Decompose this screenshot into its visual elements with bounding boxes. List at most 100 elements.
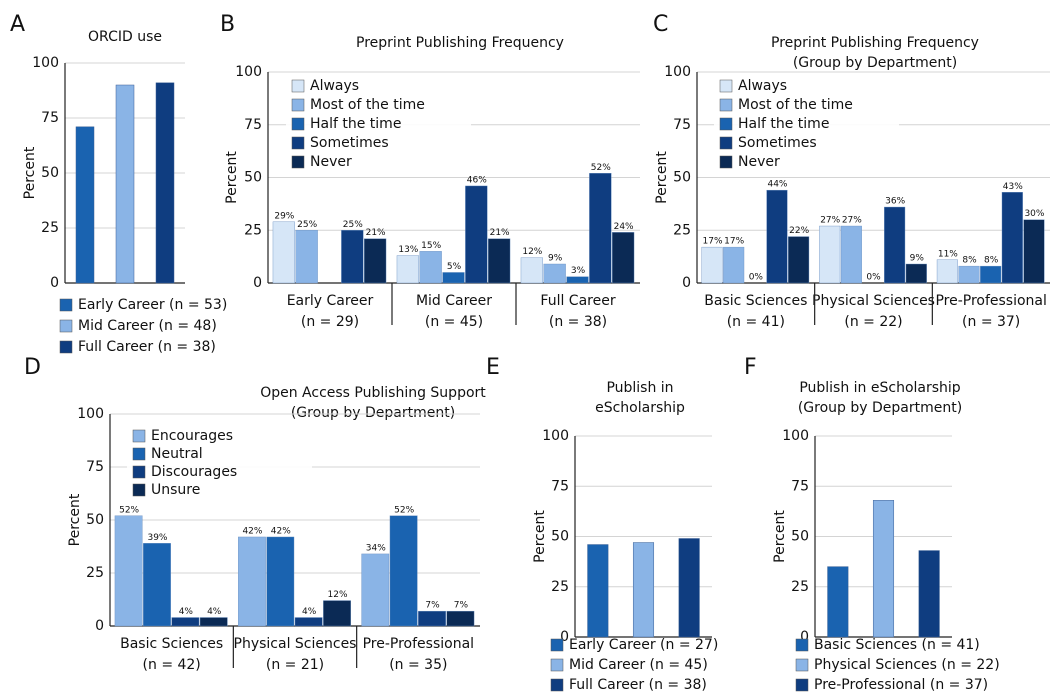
bar <box>272 221 295 284</box>
x-tick-label: (n = 38) <box>549 314 607 330</box>
y-tick-label: 0 <box>800 629 809 645</box>
bar <box>905 263 927 284</box>
legend-label: Half the time <box>310 116 401 132</box>
legend-label: Mid Career (n = 48) <box>78 318 217 334</box>
legend-label: Always <box>310 78 359 94</box>
y-axis-label: Percent <box>22 146 38 199</box>
legend-label: Early Career (n = 53) <box>78 297 227 313</box>
legend-label: Encourages <box>151 428 233 444</box>
legend-swatch <box>550 678 564 692</box>
bar <box>171 617 200 627</box>
x-tick-label: Early Career <box>287 293 374 309</box>
legend-swatch <box>719 155 733 169</box>
bar <box>75 126 95 284</box>
legend-swatch <box>59 340 73 354</box>
legend-swatch <box>132 483 146 497</box>
panel-letter: C <box>653 12 668 37</box>
bar <box>294 617 323 627</box>
value-label: 8% <box>962 256 977 266</box>
legend-swatch <box>291 155 305 169</box>
bar <box>766 189 788 284</box>
y-tick-label: 50 <box>86 512 104 528</box>
legend-swatch <box>132 465 146 479</box>
bar <box>143 543 171 627</box>
y-tick-label: 0 <box>95 618 104 634</box>
value-label: 3% <box>571 266 586 276</box>
bar <box>115 84 135 284</box>
legend-swatch <box>291 136 305 150</box>
bar <box>389 515 418 627</box>
x-tick-label: Full Career <box>540 293 615 309</box>
value-label: 7% <box>454 601 469 611</box>
legend-swatch <box>719 117 733 131</box>
legend-swatch <box>132 447 146 461</box>
bar <box>488 238 511 284</box>
chart-title: ORCID use <box>88 29 162 45</box>
value-label: 17% <box>724 237 744 247</box>
legend-swatch <box>550 638 564 652</box>
panel-letter: A <box>10 12 25 37</box>
y-tick-label: 0 <box>682 275 691 291</box>
value-label: 4% <box>179 607 194 617</box>
y-tick-label: 0 <box>253 275 262 291</box>
bar <box>958 265 980 284</box>
bar <box>632 542 655 638</box>
legend-label: Basic Sciences (n = 41) <box>814 637 980 653</box>
chart-title: (Group by Department) <box>793 55 957 71</box>
bar <box>723 246 745 284</box>
chart-title: (Group by Department) <box>798 400 962 416</box>
x-tick-label: (n = 45) <box>425 314 483 330</box>
panel-letter: E <box>486 355 500 380</box>
value-label: 52% <box>119 505 139 515</box>
bar <box>612 232 635 284</box>
x-tick-label: (n = 42) <box>143 657 201 673</box>
value-label: 12% <box>328 590 348 600</box>
bar <box>589 173 612 284</box>
legend-label: Unsure <box>151 482 200 498</box>
bar <box>788 236 810 284</box>
value-label: 9% <box>548 254 563 264</box>
bar <box>155 82 175 284</box>
value-label: 27% <box>842 216 862 226</box>
x-tick-label: (n = 37) <box>962 314 1020 330</box>
value-label: 4% <box>302 607 317 617</box>
bar <box>418 610 446 627</box>
legend-background <box>714 76 899 173</box>
value-label: 17% <box>703 237 723 247</box>
legend-swatch <box>550 658 564 672</box>
y-tick-label: 100 <box>782 428 809 444</box>
bar <box>114 515 143 627</box>
bar <box>465 185 488 284</box>
legend-label: Mid Career (n = 45) <box>569 657 708 673</box>
x-tick-label: Basic Sciences <box>120 636 223 652</box>
bar <box>419 251 442 284</box>
bar <box>701 246 723 284</box>
y-tick-label: 75 <box>86 459 104 475</box>
y-tick-label: 50 <box>41 165 59 181</box>
y-tick-label: 25 <box>551 579 569 595</box>
legend-label: Pre-Professional (n = 37) <box>814 677 988 693</box>
value-label: 0% <box>749 273 764 283</box>
value-label: 34% <box>366 543 386 553</box>
value-label: 42% <box>242 526 262 536</box>
x-tick-label: Pre-Professional <box>935 293 1046 309</box>
chart-title: Publish in <box>606 380 673 396</box>
bar <box>323 600 351 627</box>
y-tick-label: 100 <box>664 64 691 80</box>
value-label: 52% <box>394 505 414 515</box>
chart-title: eScholarship <box>595 400 685 416</box>
value-label: 5% <box>447 262 462 272</box>
bar <box>520 257 543 284</box>
y-tick-label: 50 <box>551 529 569 545</box>
legend-swatch <box>132 429 146 443</box>
legend-swatch <box>59 298 73 312</box>
legend-label: Half the time <box>738 116 829 132</box>
legend-swatch <box>291 98 305 112</box>
value-label: 7% <box>425 601 440 611</box>
bar <box>238 536 266 627</box>
y-tick-label: 75 <box>791 478 809 494</box>
value-label: 42% <box>271 526 291 536</box>
value-label: 21% <box>366 228 386 238</box>
legend-label: Full Career (n = 38) <box>78 339 216 355</box>
